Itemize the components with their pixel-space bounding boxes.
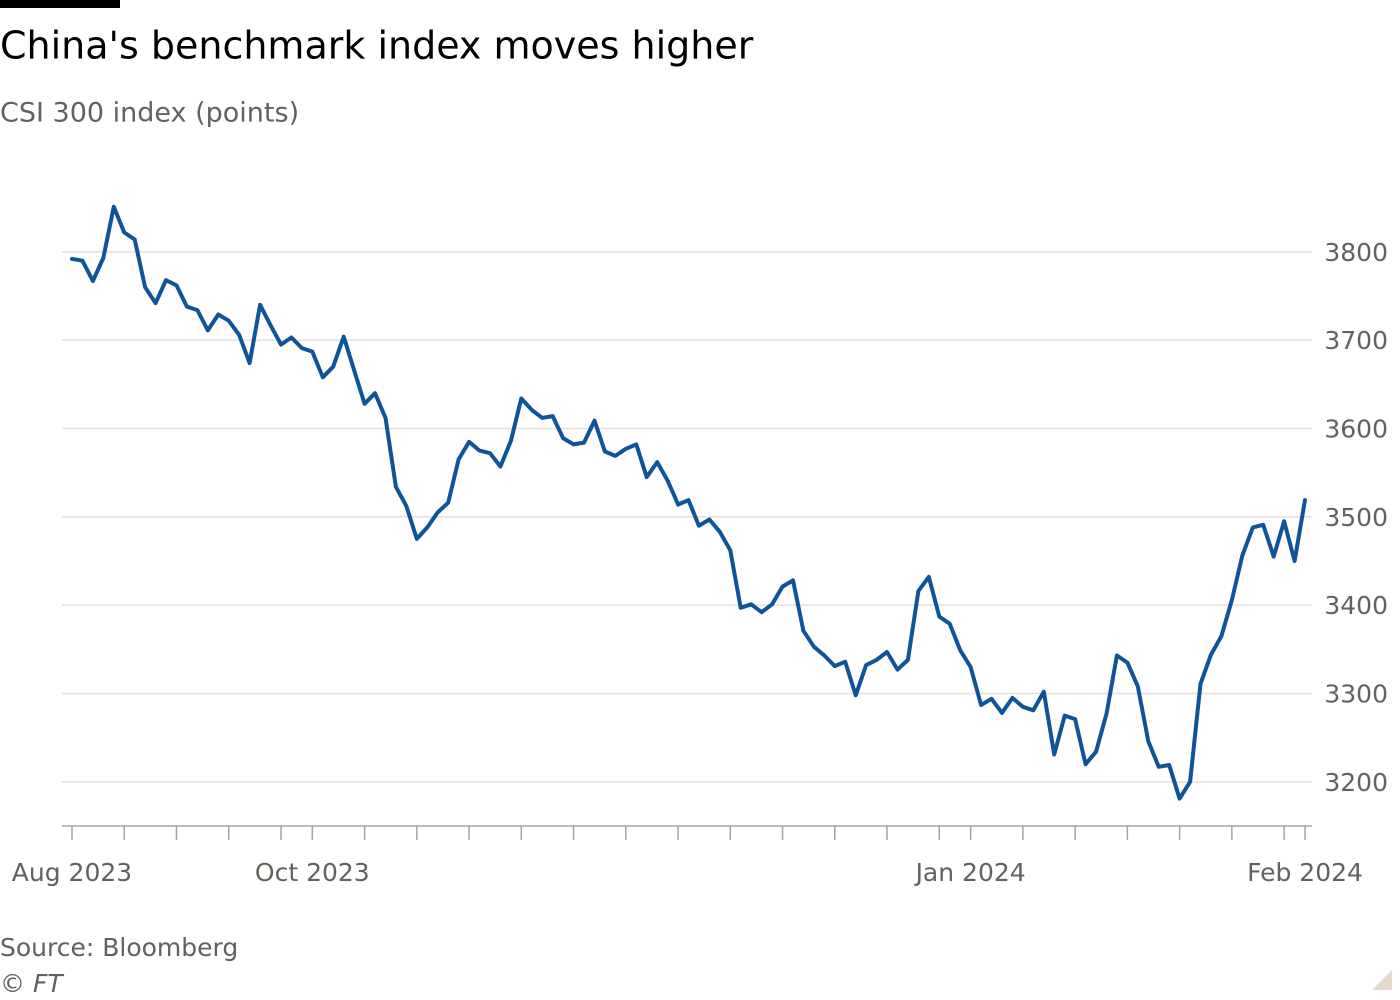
plot-area: 3200 3300 3400 3500 3600 3700 3800 Aug 2023 Oct … [12,204,1388,887]
chart-subtitle: CSI 300 index (points) [0,98,299,129]
copyright: © FT [0,969,64,998]
y-tick-label: 3700 [1324,326,1388,355]
y-tick-label: 3500 [1324,503,1388,532]
x-tick-label: Oct 2023 [255,858,370,887]
y-tick-label: 3300 [1324,680,1388,709]
chart-title: China's benchmark index moves higher [0,24,754,68]
line-series [70,204,1307,801]
corner-mark [1372,970,1392,990]
y-tick-label: 3400 [1324,591,1388,620]
y-tick-label: 3200 [1324,768,1388,797]
brand-bar [0,0,120,8]
x-tick-label: Jan 2024 [914,858,1026,887]
x-tick-label: Feb 2024 [1247,858,1363,887]
x-tick-label: Aug 2023 [12,858,132,887]
source: Source: Bloomberg [0,933,238,962]
y-tick-label: 3600 [1324,415,1388,444]
y-tick-label: 3800 [1324,238,1388,267]
